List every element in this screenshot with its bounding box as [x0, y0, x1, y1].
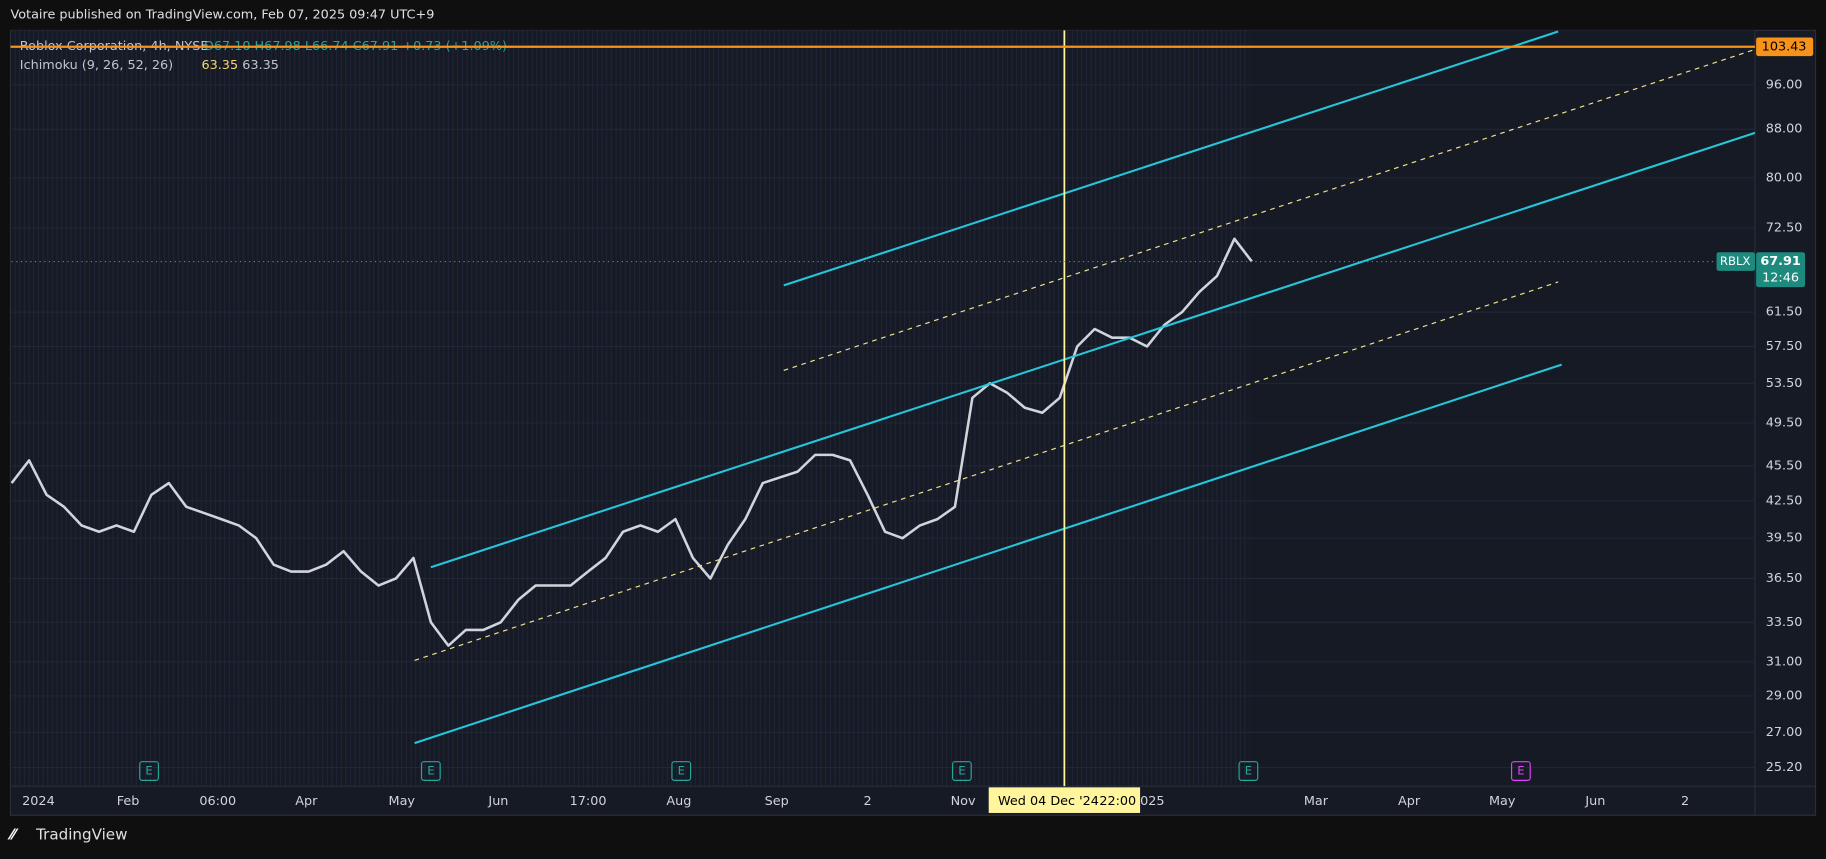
y-tick-label: 80.00	[1766, 170, 1803, 185]
x-tick-label: Apr	[295, 794, 318, 809]
earnings-marker[interactable]	[1510, 761, 1531, 781]
x-tick-label: Jun	[1584, 794, 1605, 809]
alert-label: 103.43	[1762, 39, 1807, 54]
y-tick-label: 57.50	[1766, 339, 1803, 354]
y-tick-label: 88.00	[1766, 122, 1803, 137]
symbol-tag: RBLX	[1720, 254, 1751, 268]
last-price-bg	[1756, 252, 1806, 288]
y-tick-label: 39.50	[1766, 531, 1803, 546]
future-area	[1249, 30, 1755, 787]
bar-grid	[11, 30, 1250, 787]
x-tick-label: 2	[1681, 794, 1689, 809]
y-tick-label: 53.50	[1766, 376, 1803, 391]
y-tick-label: 96.00	[1766, 77, 1803, 92]
footer-brand: TradingView	[35, 826, 127, 844]
y-tick-label: 72.50	[1766, 221, 1803, 236]
y-tick-label: 61.50	[1766, 305, 1803, 320]
y-tick-label: 31.00	[1766, 654, 1803, 669]
earnings-marker[interactable]	[671, 761, 692, 781]
channel-upper	[783, 30, 1559, 287]
legend-indicator: Ichimoku (9, 26, 52, 26)	[20, 58, 173, 73]
x-tick-label: May	[389, 794, 416, 809]
x-tick-label: Sep	[765, 794, 789, 809]
earnings-text: E	[1517, 764, 1524, 778]
earnings-marker[interactable]	[1238, 761, 1259, 781]
crosshair-date: Wed 04 Dec '24	[998, 794, 1099, 809]
plot	[10, 84, 1755, 769]
y-tick-label: 27.00	[1766, 725, 1803, 740]
earnings-text: E	[145, 764, 152, 778]
x-tick-label: Mar	[1304, 794, 1329, 809]
x-tick-label: Apr	[1398, 794, 1421, 809]
y-tick-label: 33.50	[1766, 615, 1803, 630]
y-tick-label: 45.50	[1766, 458, 1803, 473]
x-tick-label: 2	[864, 794, 872, 809]
x-tick-label: May	[1489, 794, 1516, 809]
indicator-value: 63.35	[242, 58, 279, 73]
y-tick-label: 36.50	[1766, 571, 1803, 586]
earnings-text: E	[958, 764, 965, 778]
earnings-text: E	[1245, 764, 1252, 778]
earnings-marker[interactable]	[420, 761, 441, 781]
x-tick-label: 06:00	[199, 794, 236, 809]
channel-drawings	[414, 30, 1756, 787]
channel-lower	[414, 363, 1562, 745]
indicator-value: 63.35	[201, 58, 238, 73]
y-tick-label: 29.00	[1766, 688, 1803, 703]
x-tick-label: Nov	[951, 794, 976, 809]
channel-dashed	[783, 49, 1753, 371]
last-price-label: 67.91	[1760, 254, 1801, 269]
earnings-text: E	[678, 764, 685, 778]
alert-label-bg	[1756, 37, 1814, 57]
x-tick-label: Aug	[666, 794, 691, 809]
y-tick-label: 42.50	[1766, 493, 1803, 508]
earnings-text: E	[427, 764, 434, 778]
x-tick-label: Jun	[487, 794, 508, 809]
countdown: 12:46	[1762, 270, 1799, 285]
x-tick-label: 2025	[1132, 794, 1165, 809]
symbol-tag-bg	[1716, 252, 1755, 271]
y-tick-label: 25.20	[1766, 760, 1803, 775]
price-line	[10, 237, 1253, 647]
x-tick-label: 2024	[22, 794, 55, 809]
x-tick-label: Feb	[117, 794, 140, 809]
x-tick-label: 17:00	[570, 794, 607, 809]
earnings-marker[interactable]	[139, 761, 159, 781]
channel-middle	[430, 131, 1756, 569]
crosshair-label-bg	[988, 787, 1141, 813]
crosshair-time: 22:00	[1099, 794, 1136, 809]
earnings-marker[interactable]	[952, 761, 972, 781]
y-tick-label: 49.50	[1766, 415, 1803, 430]
publish-info: Votaire published on TradingView.com, Fe…	[10, 8, 434, 23]
